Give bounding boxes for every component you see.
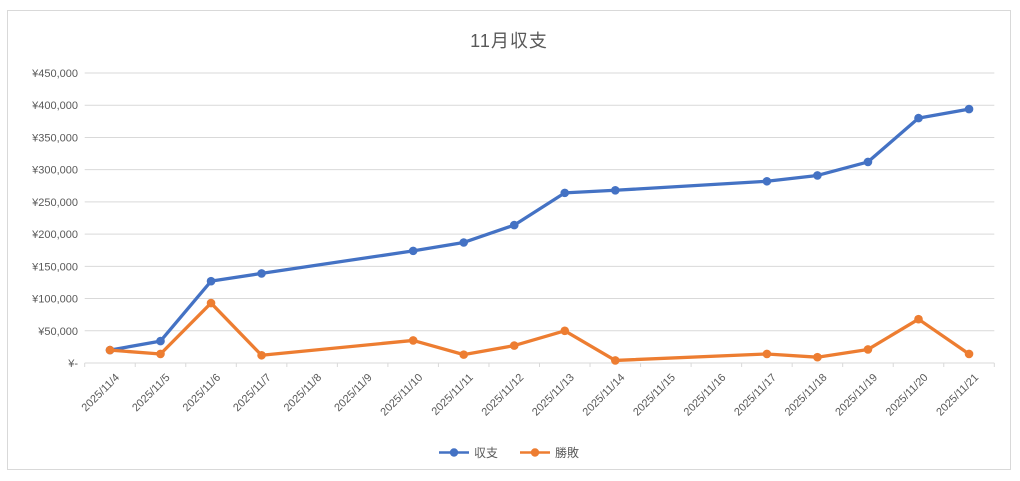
- series-line-0[interactable]: [108, 107, 971, 352]
- y-axis-tick-label: ¥150,000: [31, 261, 78, 273]
- y-axis-tick-label: ¥250,000: [31, 197, 78, 209]
- data-point-marker-1[interactable]: [560, 326, 570, 336]
- data-point-marker-0[interactable]: [206, 276, 216, 286]
- data-point-marker-1[interactable]: [459, 350, 469, 359]
- y-axis-tick-label: ¥300,000: [31, 165, 78, 177]
- data-point-marker-1[interactable]: [156, 349, 165, 359]
- plot-area: ¥- ¥50,000 ¥100,000 ¥150,000 ¥200,000 ¥250,00…: [31, 68, 995, 419]
- legend-label-shuushi: 収支: [473, 446, 498, 460]
- x-axis-tick-label: 2025/11/9: [332, 372, 375, 415]
- legend: 収支 勝敗: [8, 444, 1010, 461]
- legend-item-shuushi[interactable]: 収支: [438, 444, 498, 461]
- data-point-marker-0[interactable]: [914, 113, 923, 123]
- series-line-1[interactable]: [108, 301, 971, 363]
- legend-label-shouhai: 勝敗: [555, 446, 580, 460]
- data-point-marker-1[interactable]: [206, 298, 216, 308]
- data-point-marker-1[interactable]: [863, 345, 873, 354]
- data-point-marker-0[interactable]: [611, 185, 620, 195]
- x-axis-tick-label: 2025/11/16: [682, 372, 729, 419]
- x-axis-tick-label: 2025/11/8: [282, 372, 325, 415]
- x-axis-tick-label: 2025/11/19: [833, 372, 880, 419]
- chart-title[interactable]: 11月収支: [470, 31, 548, 51]
- x-axis-tick-label: 2025/11/7: [231, 372, 274, 415]
- data-point-marker-1[interactable]: [914, 314, 923, 324]
- data-point-marker-0[interactable]: [156, 336, 165, 346]
- data-point-marker-0[interactable]: [509, 220, 519, 230]
- x-axis-tick-label: 2025/11/12: [480, 372, 527, 419]
- x-axis-tick-label: 2025/11/14: [581, 372, 628, 419]
- x-axis-tick-label: 2025/11/17: [732, 372, 779, 419]
- data-point-marker-1[interactable]: [813, 352, 822, 362]
- legend-marker-line-icon: [520, 448, 550, 457]
- y-axis-tick-label: ¥-: [67, 358, 78, 370]
- data-point-marker-0[interactable]: [813, 171, 822, 180]
- data-point-marker-0[interactable]: [408, 246, 418, 256]
- x-axis-tick-label: 2025/11/13: [530, 372, 577, 419]
- data-point-marker-0[interactable]: [964, 104, 974, 114]
- x-axis-tick-label: 2025/11/11: [430, 372, 476, 418]
- data-point-marker-1[interactable]: [408, 336, 418, 345]
- x-axis-tick-label: 2025/11/10: [378, 372, 425, 419]
- y-axis-tick-label: ¥400,000: [31, 100, 78, 112]
- data-point-marker-0[interactable]: [863, 157, 873, 167]
- data-point-marker-1[interactable]: [611, 356, 620, 365]
- y-axis-tick-label: ¥100,000: [31, 294, 78, 306]
- legend-marker-line-icon: [438, 448, 469, 457]
- x-axis-tick-label: 2025/11/15: [631, 372, 678, 419]
- data-point-marker-1[interactable]: [257, 350, 266, 360]
- data-point-marker-0[interactable]: [257, 269, 266, 278]
- x-axis-tick-label: 2025/11/5: [130, 372, 173, 415]
- y-axis-tick-label: ¥200,000: [31, 229, 78, 241]
- x-axis-tick-label: 2025/11/4: [80, 372, 123, 415]
- data-point-marker-1[interactable]: [105, 345, 115, 355]
- x-axis-tick-label: 2025/11/20: [884, 372, 931, 419]
- legend-item-shouhai[interactable]: 勝敗: [520, 444, 579, 461]
- data-point-marker-1[interactable]: [509, 341, 519, 350]
- chart-frame: 11月収支 ¥- ¥50,000 ¥100,000 ¥150,000 ¥200,000 ¥…: [7, 10, 1011, 470]
- data-point-marker-0[interactable]: [560, 188, 570, 198]
- data-point-marker-1[interactable]: [964, 349, 974, 359]
- data-point-marker-0[interactable]: [762, 176, 772, 186]
- data-point-marker-1[interactable]: [762, 349, 772, 359]
- y-axis-tick-label: ¥350,000: [31, 132, 78, 144]
- x-axis-tick-label: 2025/11/18: [783, 372, 830, 419]
- y-axis-tick-label: ¥50,000: [37, 326, 78, 338]
- y-axis-tick-label: ¥450,000: [31, 68, 78, 80]
- x-axis-tick-label: 2025/11/21: [934, 372, 981, 419]
- x-axis-tick-label: 2025/11/6: [181, 372, 224, 415]
- data-point-marker-0[interactable]: [459, 238, 469, 247]
